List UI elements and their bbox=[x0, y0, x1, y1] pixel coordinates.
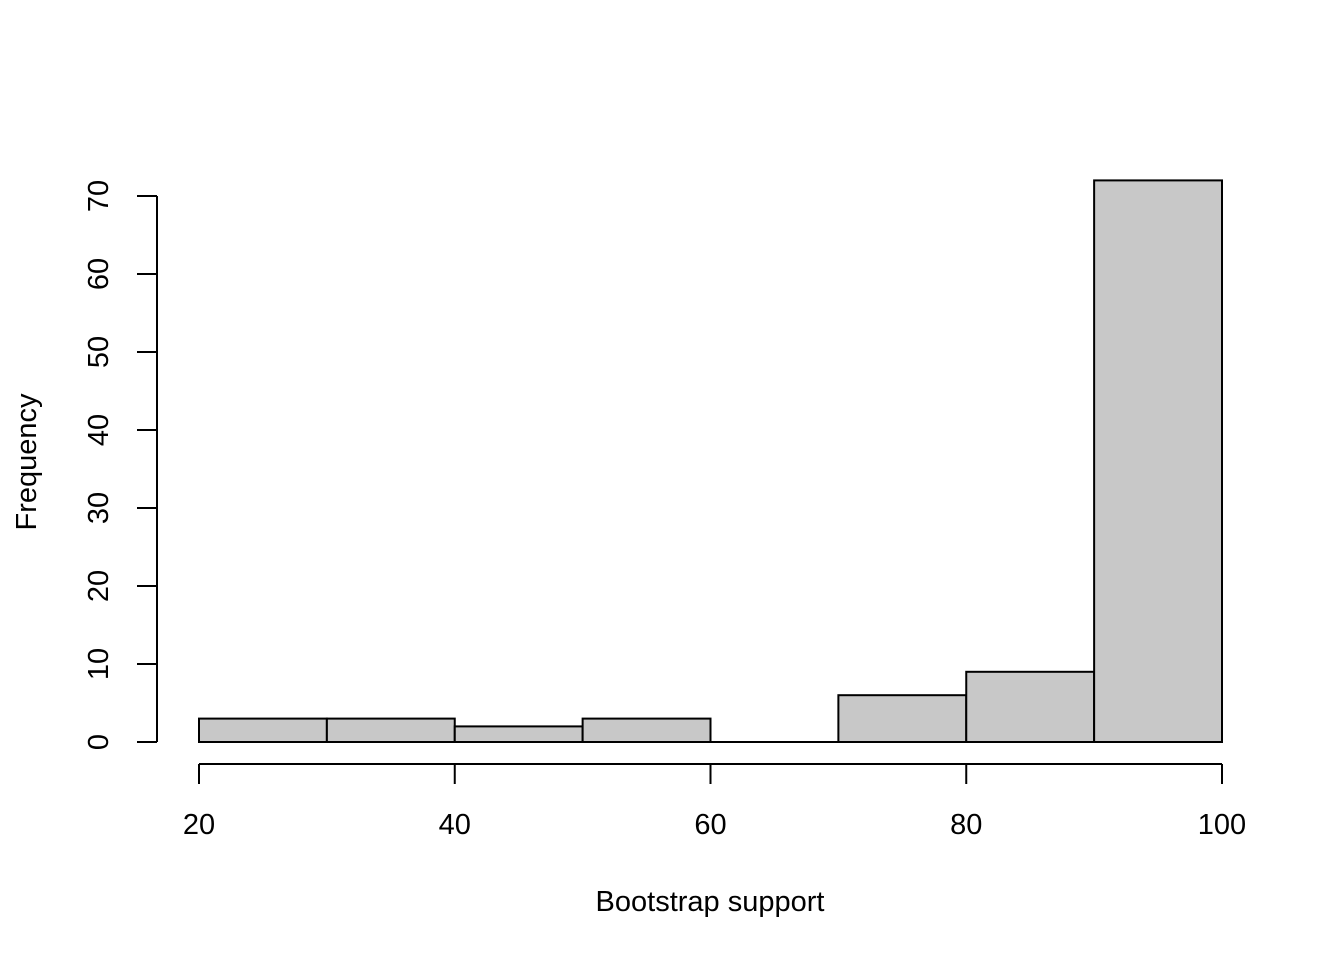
x-tick-label: 80 bbox=[950, 809, 982, 841]
x-tick-label: 20 bbox=[183, 809, 215, 841]
bars-group bbox=[198, 179, 1223, 744]
histogram-bar-70-80 bbox=[837, 694, 968, 744]
y-tick-label: 50 bbox=[83, 336, 115, 368]
y-axis: 0 10 20 30 40 50 60 70 bbox=[83, 180, 158, 750]
y-tick-label: 40 bbox=[83, 414, 115, 446]
x-axis-title: Bootstrap support bbox=[596, 886, 825, 918]
x-tick-label: 60 bbox=[694, 809, 726, 841]
x-tick-label: 40 bbox=[439, 809, 471, 841]
x-tick-label: 100 bbox=[1198, 809, 1246, 841]
y-tick-label: 30 bbox=[83, 492, 115, 524]
histogram-bar-30-40 bbox=[325, 717, 456, 743]
histogram-bar-20-30 bbox=[198, 717, 328, 743]
y-tick-label: 0 bbox=[83, 734, 115, 750]
y-tick-label: 10 bbox=[83, 648, 115, 680]
histogram-bar-80-90 bbox=[965, 670, 1096, 743]
histogram-bar-40-50 bbox=[453, 725, 584, 744]
histogram-bar-90-100 bbox=[1093, 179, 1223, 743]
y-tick-label: 20 bbox=[83, 570, 115, 602]
y-axis-title: Frequency bbox=[11, 393, 43, 531]
histogram-bar-50-60 bbox=[581, 717, 712, 743]
y-tick-label: 60 bbox=[83, 258, 115, 290]
x-axis: 20 40 60 80 100 bbox=[183, 763, 1246, 841]
y-tick-label: 70 bbox=[83, 180, 115, 212]
